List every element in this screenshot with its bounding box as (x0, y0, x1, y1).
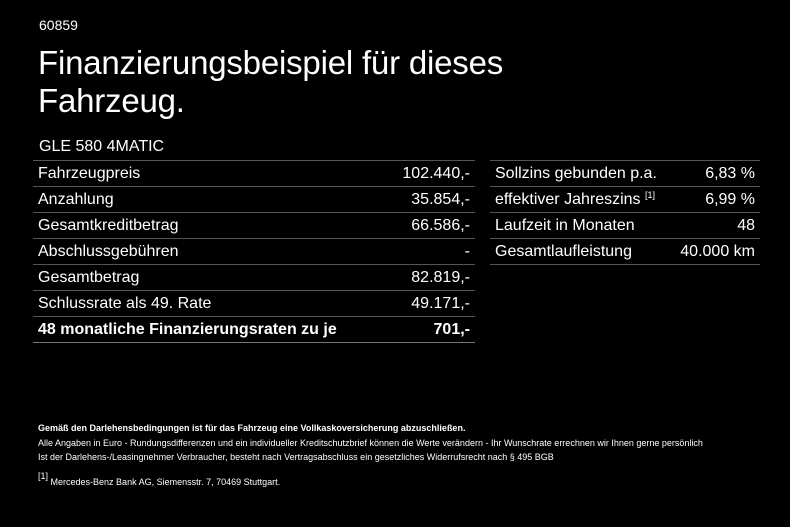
row-label: Laufzeit in Monaten (490, 212, 671, 239)
row-value: 701,- (386, 316, 475, 343)
row-value: 40.000 km (670, 238, 760, 265)
row-label: Sollzins gebunden p.a. (490, 160, 671, 187)
table-row: Abschlussgebühren - (33, 238, 475, 265)
table-row: Laufzeit in Monaten 48 (490, 212, 760, 239)
row-value: - (386, 238, 475, 265)
table-row: Gesamtkreditbetrag 66.586,- (33, 212, 475, 239)
page-title: Finanzierungsbeispiel für dieses Fahrzeu… (38, 44, 504, 119)
footnote-text: Mercedes-Benz Bank AG, Siemensstr. 7, 70… (50, 477, 281, 487)
row-value: 48 (670, 212, 760, 239)
row-label: Gesamtkreditbetrag (33, 212, 387, 239)
row-value: 102.440,- (386, 160, 475, 187)
row-value: 49.171,- (386, 290, 475, 317)
row-value: 82.819,- (386, 264, 475, 291)
disclaimer-text: Alle Angaben in Euro - Rundungsdifferenz… (38, 438, 703, 448)
row-label: Fahrzeugpreis (33, 160, 387, 187)
row-label: Abschlussgebühren (33, 238, 387, 265)
row-label: 48 monatliche Finanzierungsraten zu je (33, 316, 387, 343)
footnote-marker: [1] (645, 190, 656, 200)
table-row: Sollzins gebunden p.a. 6,83 % (490, 160, 760, 187)
vehicle-model: GLE 580 4MATIC (39, 138, 165, 155)
row-value: 66.586,- (386, 212, 475, 239)
table-row: Fahrzeugpreis 102.440,- (33, 160, 475, 187)
footnote: [1] Mercedes-Benz Bank AG, Siemensstr. 7… (38, 470, 280, 489)
row-value: 6,99 % (670, 186, 760, 213)
row-label: effektiver Jahreszins [1] (490, 186, 671, 213)
table-row: Anzahlung 35.854,- (33, 186, 475, 213)
row-label: Anzahlung (33, 186, 387, 213)
withdrawal-notice: Ist der Darlehens-/Leasingnehmer Verbrau… (38, 452, 554, 462)
financing-table: Fahrzeugpreis 102.440,- Anzahlung 35.854… (33, 160, 475, 343)
interest-table: Sollzins gebunden p.a. 6,83 % effektiver… (490, 160, 760, 265)
footnote-marker: [1] (38, 471, 49, 481)
table-row: Schlussrate als 49. Rate 49.171,- (33, 290, 475, 317)
monthly-rate-row: 48 monatliche Finanzierungsraten zu je 7… (33, 316, 475, 343)
row-label: Gesamtlaufleistung (490, 238, 671, 265)
table-row: Gesamtbetrag 82.819,- (33, 264, 475, 291)
table-row: effektiver Jahreszins [1] 6,99 % (490, 186, 760, 213)
row-value: 6,83 % (670, 160, 760, 187)
insurance-notice: Gemäß den Darlehensbedingungen ist für d… (38, 423, 466, 433)
row-value: 35.854,- (386, 186, 475, 213)
offer-code: 60859 (39, 17, 78, 33)
row-label: Schlussrate als 49. Rate (33, 290, 387, 317)
row-label: Gesamtbetrag (33, 264, 387, 291)
table-row: Gesamtlaufleistung 40.000 km (490, 238, 760, 265)
